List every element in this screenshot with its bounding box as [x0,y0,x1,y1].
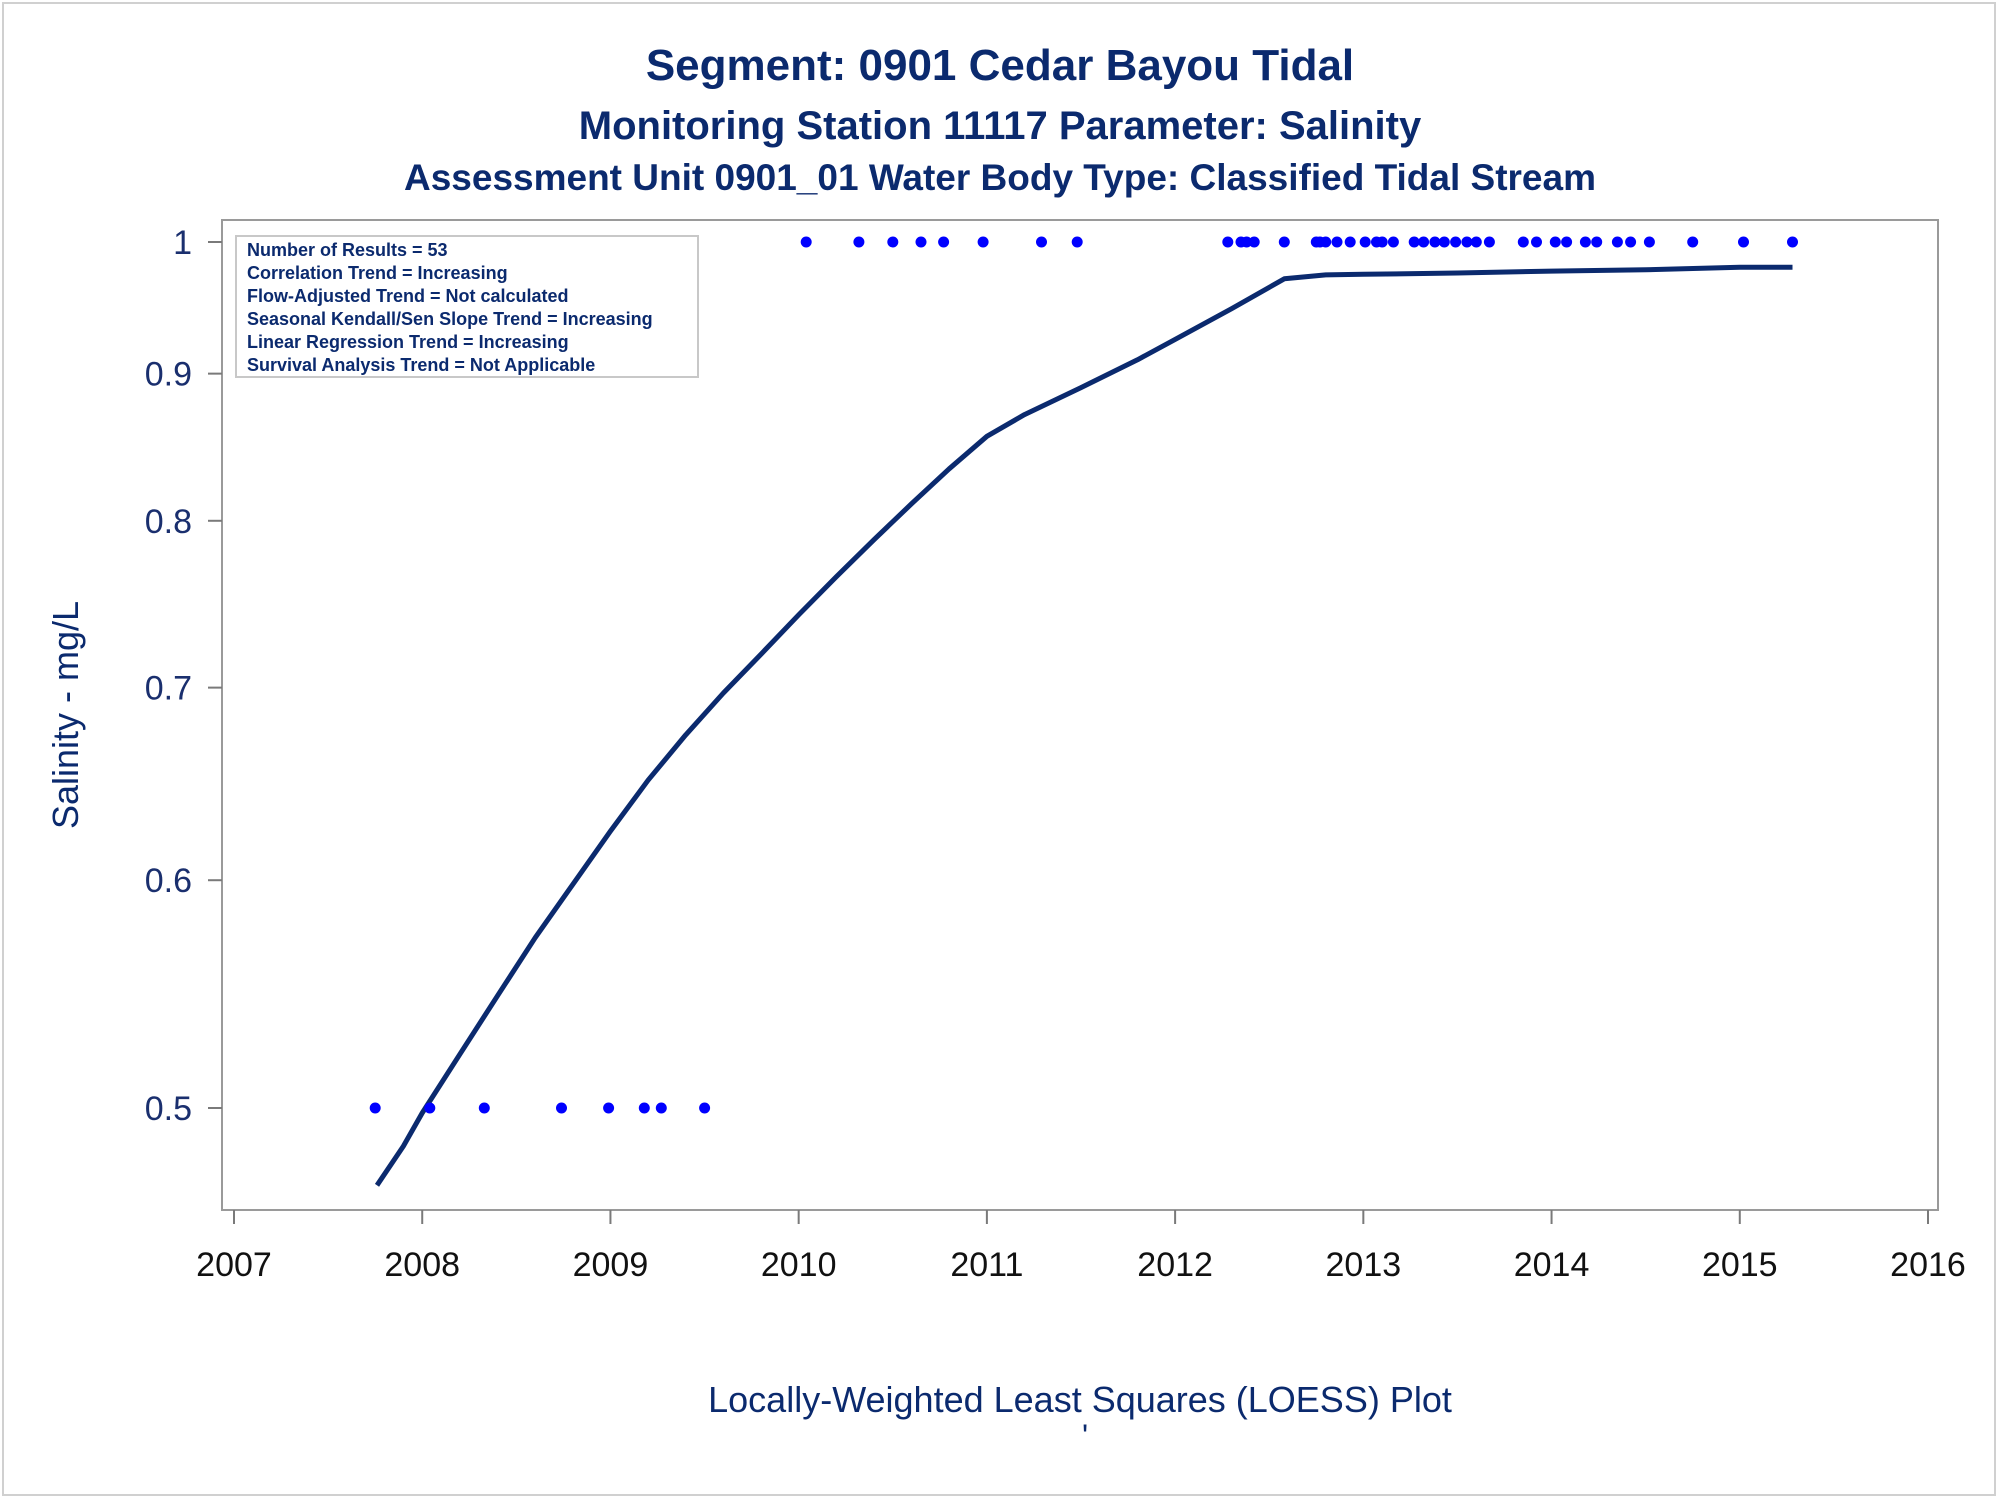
loess-curve [374,264,1793,1187]
y-axis-title: Salinity - mg/L [45,601,86,829]
y-tick-label: 0.5 [145,1090,192,1128]
chart-title: Segment: 0901 Cedar Bayou Tidal [646,41,1354,90]
data-point [1222,236,1234,248]
data-point [1387,236,1399,248]
data-point [699,1102,711,1114]
x-tick-label: 2013 [1326,1246,1402,1284]
data-point [1241,236,1253,248]
x-tick-label: 2009 [573,1246,649,1284]
data-point [1359,236,1371,248]
data-point [556,1102,567,1114]
data-point [1611,236,1623,248]
data-point [1579,236,1591,248]
data-point [424,1102,436,1114]
y-tick-label: 0.7 [145,670,192,708]
x-tick-label: 2010 [761,1246,837,1284]
data-point [1418,236,1430,248]
data-point [1344,236,1356,248]
plot-area [221,219,1939,1211]
stat-seasonal-kendall-trend: Seasonal Kendall/Sen Slope Trend = Incre… [247,309,653,329]
data-point [1438,236,1450,248]
stats-box: Number of Results = 53 Correlation Trend… [235,235,699,378]
x-tick-label: 2012 [1137,1246,1213,1284]
data-point [1248,236,1260,248]
data-point [1561,236,1573,248]
data-point [853,236,865,248]
x-tick-label: 2008 [384,1246,460,1284]
data-point [478,1102,490,1114]
y-tick-label: 1 [173,224,192,262]
data-point [1531,236,1542,248]
x-tick-label: 2015 [1702,1246,1778,1284]
data-point [603,1102,615,1114]
data-point [1461,236,1473,248]
data-point [1331,236,1343,248]
y-tick-label: 0.9 [145,356,192,394]
data-point [1687,236,1699,248]
data-point [1376,236,1388,248]
stats-box-frame [235,235,699,378]
data-point [1036,236,1047,248]
data-point [638,1102,650,1114]
stat-flow-adjusted-trend: Flow-Adjusted Trend = Not calculated [247,286,569,306]
data-point [1408,236,1420,248]
x-tick-label: 2016 [1890,1246,1966,1284]
y-axis: 0.5 0.6 0.7 0.8 0.9 1 [145,224,222,1128]
data-point [1643,236,1655,248]
data-point [800,236,812,248]
points-layer [369,236,1798,1114]
footnote-mark: ' [1082,1418,1088,1454]
x-tick-label: 2007 [196,1246,272,1284]
data-point [915,236,927,248]
y-tick-label: 0.6 [145,862,192,900]
data-point [1591,236,1603,248]
x-tick-label: 2011 [950,1246,1023,1284]
data-point [1278,236,1290,248]
x-tick-label: 2014 [1514,1246,1590,1284]
loess-layer [374,264,1793,1187]
stat-survival-analysis-trend: Survival Analysis Trend = Not Applicable [247,355,595,375]
data-point [1320,236,1332,248]
data-point [1517,236,1529,248]
stat-number-of-results: Number of Results = 53 [247,240,448,260]
data-point [1071,236,1083,248]
data-point [1429,236,1441,248]
data-point [1787,236,1798,248]
data-point [655,1102,667,1114]
x-axis: 2007 2008 2009 2010 2011 2012 2013 2014 2015 2016 [196,1210,1966,1284]
chart-subtitle: Monitoring Station 11117 Parameter: Sali… [579,104,1422,148]
stat-linear-regression-trend: Linear Regression Trend = Increasing [247,332,569,352]
data-point [1470,236,1482,248]
data-point [1483,236,1495,248]
data-point [369,1102,381,1114]
data-point [887,236,899,248]
data-point [1738,236,1749,248]
data-point [1450,236,1462,248]
stat-correlation-trend: Correlation Trend = Increasing [247,263,508,283]
data-point [938,236,950,248]
data-point [1625,236,1637,248]
data-point [977,236,989,248]
y-tick-label: 0.8 [145,503,192,541]
data-point [1549,236,1561,248]
x-axis-title: Locally-Weighted Least Squares (LOESS) P… [708,1379,1452,1420]
chart-subtitle-2: Assessment Unit 0901_01 Water Body Type:… [404,157,1596,198]
